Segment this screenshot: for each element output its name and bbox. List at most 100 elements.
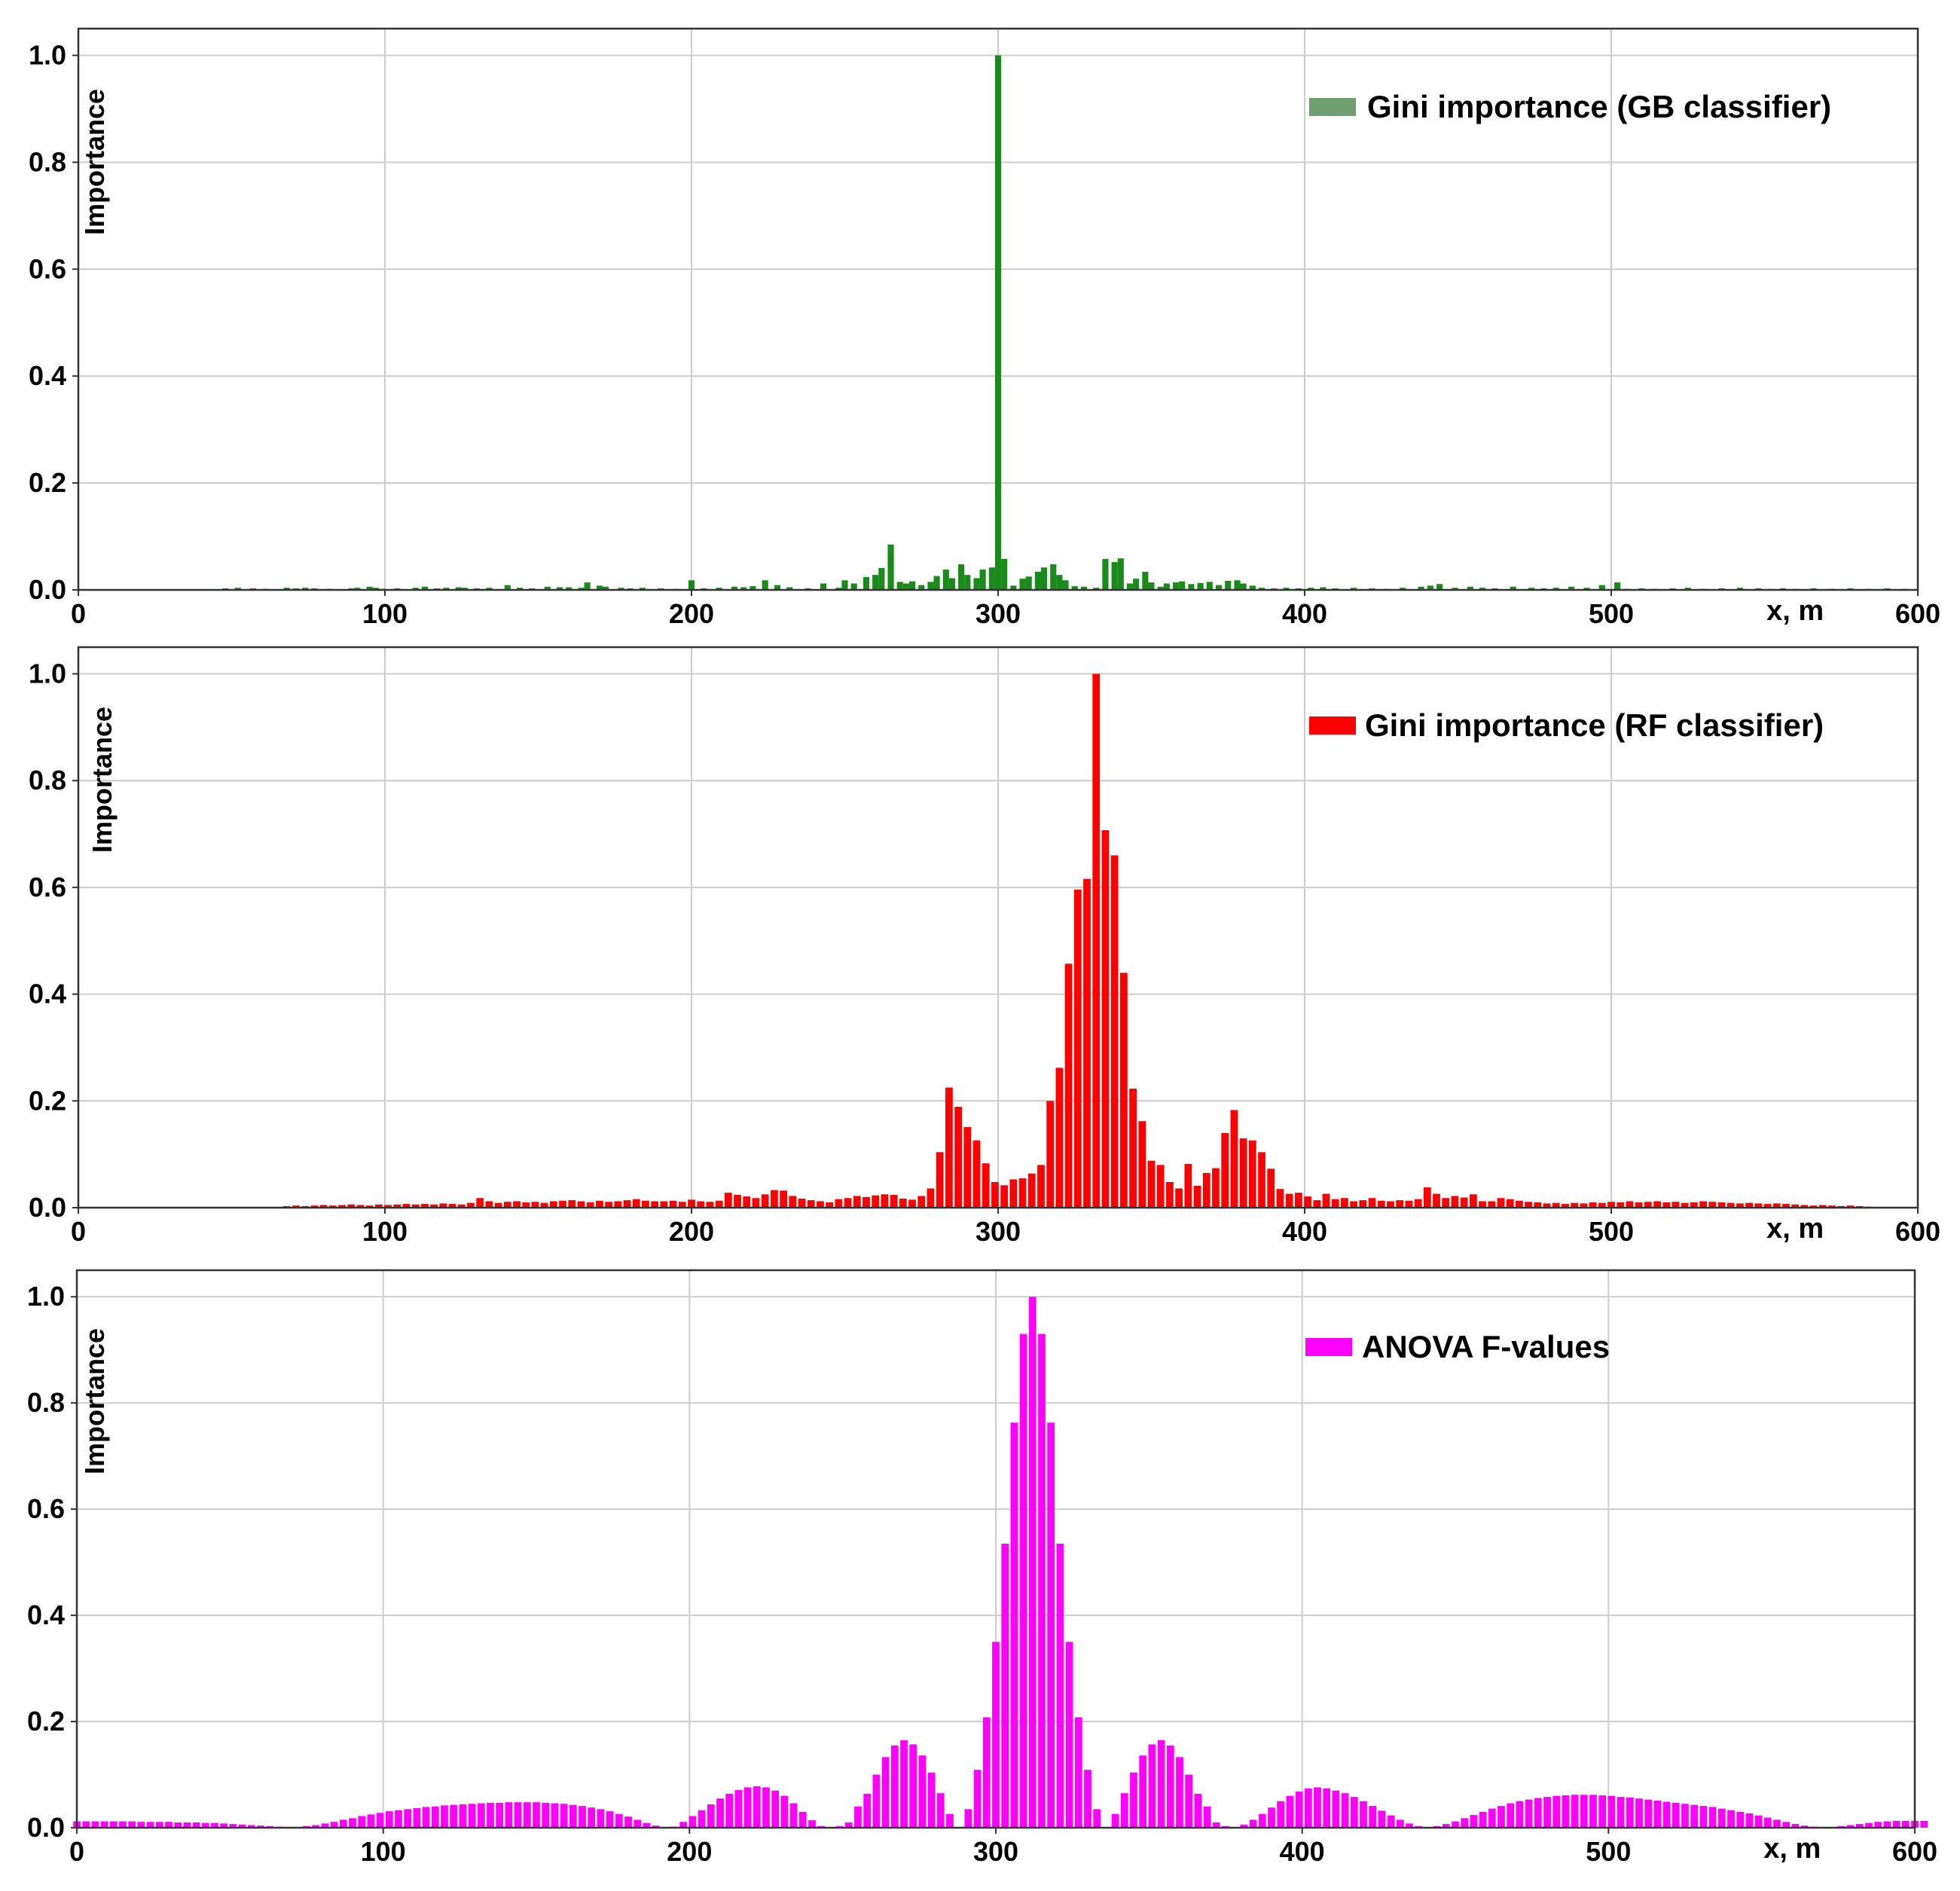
bar	[945, 1087, 953, 1208]
y-tick-label: 1.0	[29, 39, 66, 70]
bar	[872, 575, 879, 590]
bar	[900, 1740, 908, 1828]
bar	[1130, 1772, 1137, 1828]
bar	[1662, 1801, 1671, 1828]
bar	[1427, 585, 1433, 590]
x-tick-label: 300	[973, 1836, 1018, 1867]
bar	[487, 1802, 494, 1828]
bar	[918, 585, 925, 590]
legend-label: Gini importance (RF classifier)	[1365, 707, 1824, 743]
bar	[1294, 1193, 1302, 1208]
bar	[1580, 1795, 1588, 1828]
bar	[1653, 1801, 1662, 1828]
bar	[1598, 1202, 1606, 1208]
x-tick-label: 100	[362, 598, 408, 629]
bar	[844, 1198, 852, 1208]
y-tick-label: 0.8	[27, 1387, 65, 1418]
bar	[707, 1804, 715, 1828]
bar	[1828, 1205, 1836, 1208]
bar	[238, 1824, 246, 1828]
bar	[771, 1190, 778, 1208]
bar	[1172, 582, 1180, 590]
bar	[201, 1822, 209, 1828]
y-tick-label: 0.6	[29, 872, 66, 903]
bar	[1800, 1205, 1809, 1208]
x-tick-label: 0	[69, 1836, 84, 1867]
bar	[494, 1202, 502, 1208]
bar	[878, 567, 885, 590]
bar	[1040, 567, 1048, 590]
bar	[421, 1204, 429, 1208]
bar	[1552, 588, 1559, 590]
bar	[1580, 1203, 1588, 1208]
bar	[504, 585, 511, 590]
bar	[597, 1809, 605, 1828]
bar	[1212, 1822, 1220, 1828]
bar	[1341, 1793, 1349, 1828]
bar	[566, 587, 572, 590]
bar	[743, 1196, 751, 1208]
bar	[1626, 1201, 1634, 1208]
bar	[853, 1196, 861, 1208]
x-axis-unit-label: x, m	[1766, 595, 1824, 627]
bar	[639, 588, 646, 590]
bar	[958, 564, 965, 590]
bar	[338, 1205, 346, 1208]
bar	[1396, 1200, 1404, 1208]
x-tick-label: 200	[667, 1836, 712, 1867]
y-tick-label: 0.0	[29, 1192, 66, 1223]
bar	[1690, 1202, 1698, 1208]
bar	[1359, 1200, 1367, 1208]
bar	[1598, 585, 1605, 590]
x-tick-label: 400	[1282, 598, 1327, 629]
bar	[1644, 1799, 1653, 1828]
x-tick-label: 600	[1895, 1216, 1940, 1247]
bar	[91, 1821, 99, 1828]
bar	[485, 1201, 493, 1208]
bar	[1681, 1202, 1689, 1208]
bar	[441, 1805, 448, 1828]
bar	[457, 1204, 466, 1208]
bar	[1562, 1204, 1569, 1208]
bar	[1215, 585, 1223, 590]
bar	[948, 578, 956, 590]
bar	[1120, 1793, 1128, 1828]
panel-anova: 0 100 200 300 400 500 600 x, m 0.0 0.2 0.4 0.6 0.8 1.…	[27, 1269, 1937, 1867]
bar	[155, 1822, 163, 1828]
bar	[688, 1199, 695, 1208]
bar	[540, 1202, 548, 1208]
bar	[1635, 1798, 1643, 1828]
bar	[807, 1200, 815, 1208]
bar	[1156, 1165, 1165, 1208]
bar	[908, 581, 916, 590]
x-tick-label: 300	[975, 1216, 1021, 1247]
bar	[762, 580, 768, 590]
bar	[1084, 1770, 1091, 1828]
bar	[395, 1810, 402, 1828]
bar	[1568, 586, 1575, 590]
bar	[1525, 1202, 1532, 1208]
bar	[927, 582, 934, 590]
bar	[1818, 1205, 1827, 1208]
bar	[651, 1201, 659, 1208]
y-axis-label: Importance	[79, 1328, 110, 1474]
bar	[402, 1204, 411, 1208]
bar	[358, 1816, 366, 1828]
bar	[988, 567, 995, 590]
bar	[605, 1202, 612, 1208]
bar	[211, 1822, 218, 1828]
bar	[1387, 1201, 1394, 1208]
bar	[761, 1194, 769, 1208]
bar	[1800, 1825, 1809, 1828]
bar	[1102, 558, 1109, 590]
bar	[623, 1200, 631, 1208]
bar	[1920, 1820, 1928, 1828]
bar	[660, 1201, 668, 1208]
bar	[798, 1198, 806, 1208]
y-tick-label: 0.2	[27, 1706, 65, 1737]
bar	[128, 1821, 136, 1828]
bar	[467, 1202, 475, 1208]
bar	[1791, 1204, 1800, 1208]
bar	[559, 1200, 566, 1208]
bar	[750, 586, 756, 590]
